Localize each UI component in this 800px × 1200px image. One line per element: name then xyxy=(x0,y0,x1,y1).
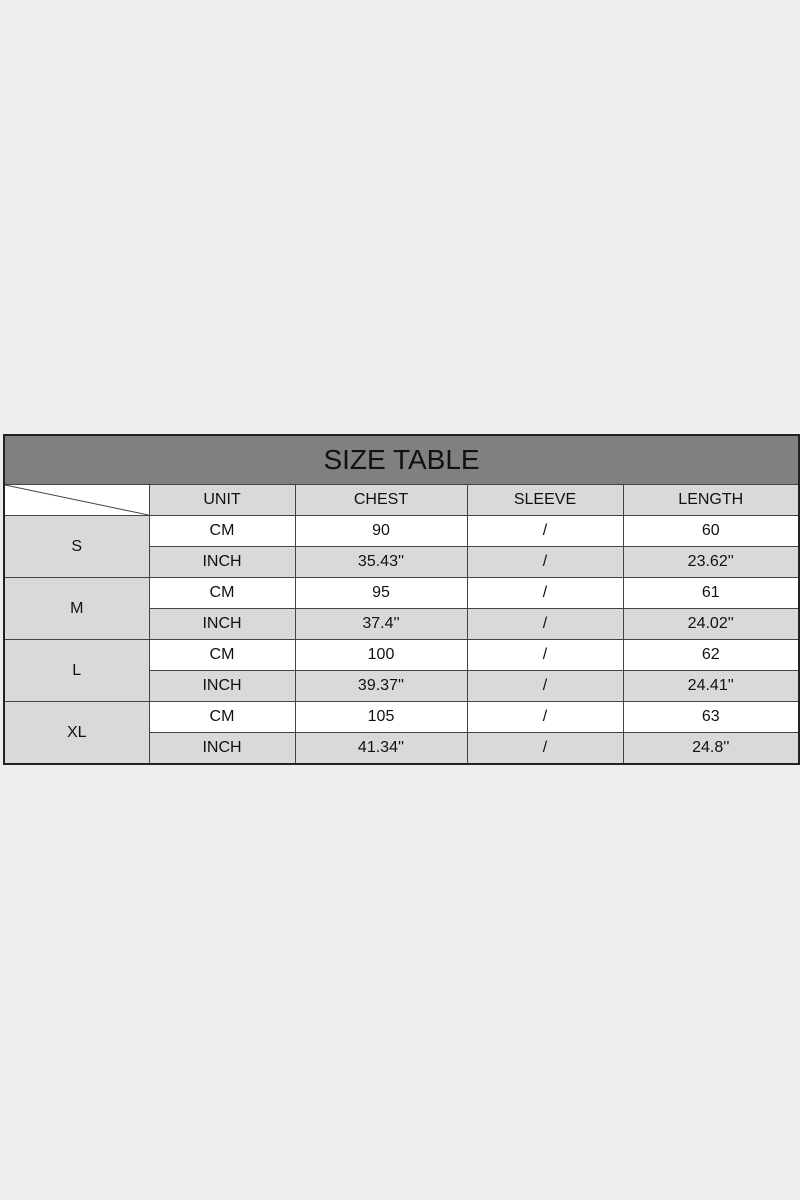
unit-cell: INCH xyxy=(148,608,296,640)
size-table: SIZE TABLE UNIT CHEST SLEEVE LENGTH S CM 9… xyxy=(3,434,800,765)
length-cell: 23.62'' xyxy=(622,546,800,578)
table-row: INCH 39.37''/24.41'' xyxy=(4,670,800,702)
header-chest: CHEST xyxy=(294,484,468,516)
unit-cell: CM xyxy=(148,515,296,547)
sleeve-cell: / xyxy=(466,577,624,609)
length-cell: 63 xyxy=(622,701,800,733)
header-row: UNIT CHEST SLEEVE LENGTH xyxy=(3,484,800,516)
header-length: LENGTH xyxy=(622,484,800,516)
sleeve-cell: / xyxy=(466,639,624,671)
unit-cell: CM xyxy=(148,639,296,671)
unit-cell: CM xyxy=(148,701,296,733)
diagonal-corner-cell xyxy=(3,484,150,516)
sleeve-cell: / xyxy=(466,515,624,547)
table-title: SIZE TABLE xyxy=(3,434,800,485)
table-row: XL CM 105/63 xyxy=(3,701,800,765)
unit-cell: INCH xyxy=(148,546,296,578)
chest-cell: 105 xyxy=(294,701,468,733)
sleeve-cell: / xyxy=(466,670,624,702)
chest-cell: 35.43'' xyxy=(294,546,468,578)
unit-cell: INCH xyxy=(148,732,296,765)
chest-cell: 95 xyxy=(294,577,468,609)
size-label: M xyxy=(3,577,150,640)
size-label: L xyxy=(3,639,150,702)
size-label: S xyxy=(3,515,150,578)
sleeve-cell: / xyxy=(466,732,624,765)
sleeve-cell: / xyxy=(466,701,624,733)
unit-cell: CM xyxy=(148,577,296,609)
chest-cell: 37.4'' xyxy=(294,608,468,640)
chest-cell: 90 xyxy=(294,515,468,547)
table-row: M CM 95/61 xyxy=(3,577,800,640)
length-cell: 61 xyxy=(622,577,800,609)
header-sleeve: SLEEVE xyxy=(466,484,624,516)
chest-cell: 39.37'' xyxy=(294,670,468,702)
table-row: INCH 41.34''/24.8'' xyxy=(4,732,800,765)
chest-cell: 41.34'' xyxy=(294,732,468,765)
length-cell: 24.02'' xyxy=(622,608,800,640)
header-unit: UNIT xyxy=(148,484,296,516)
length-cell: 60 xyxy=(622,515,800,547)
table-row: INCH 37.4''/24.02'' xyxy=(4,608,800,640)
length-cell: 24.41'' xyxy=(622,670,800,702)
unit-cell: INCH xyxy=(148,670,296,702)
sleeve-cell: / xyxy=(466,546,624,578)
table-row: INCH 35.43''/23.62'' xyxy=(4,546,800,578)
chest-cell: 100 xyxy=(294,639,468,671)
length-cell: 62 xyxy=(622,639,800,671)
sleeve-cell: / xyxy=(466,608,624,640)
table-row: S CM 90/60 xyxy=(3,515,800,578)
table-row: L CM 100/62 xyxy=(3,639,800,702)
length-cell: 24.8'' xyxy=(622,732,800,765)
size-label: XL xyxy=(3,701,150,765)
